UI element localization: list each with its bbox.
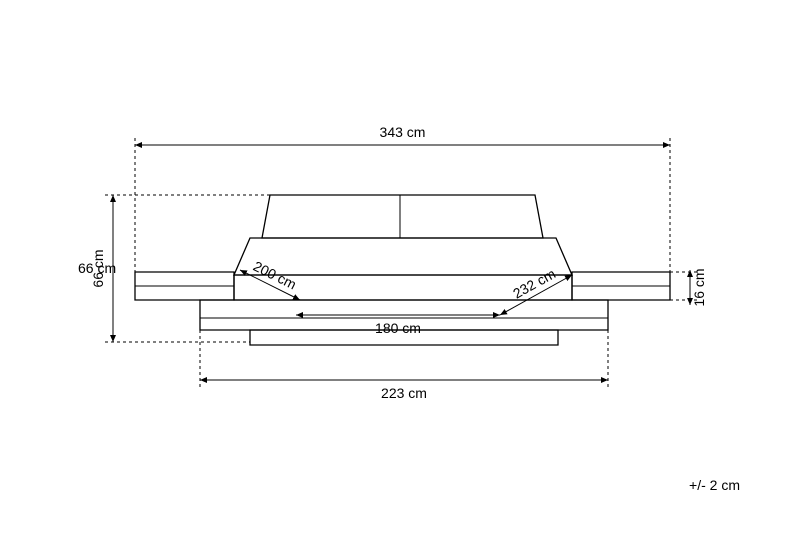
dim-label: 180 cm bbox=[375, 320, 421, 336]
mattress-top bbox=[234, 238, 572, 275]
headboard-panel bbox=[262, 195, 543, 238]
dim-label: 343 cm bbox=[380, 124, 426, 140]
dim-label: 16 cm bbox=[691, 268, 707, 306]
dim-label: 223 cm bbox=[381, 385, 427, 401]
dim-label-66: 66 cm bbox=[78, 260, 116, 276]
tolerance-note: +/- 2 cm bbox=[689, 477, 740, 493]
